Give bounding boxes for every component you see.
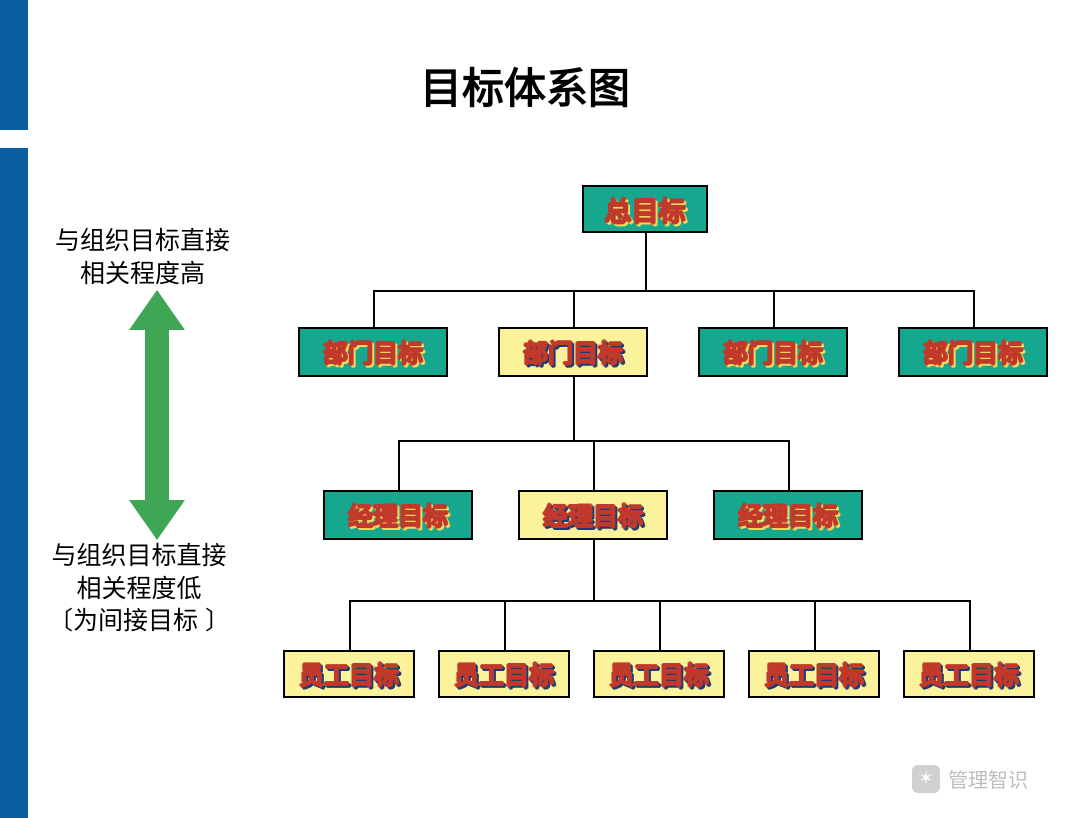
wechat-icon: ✶ bbox=[912, 765, 940, 793]
node-m1: 经理目标经理目标 bbox=[323, 490, 473, 540]
connector-v bbox=[349, 600, 351, 652]
node-d1: 部门目标部门目标 bbox=[298, 327, 448, 377]
connector-v bbox=[973, 290, 975, 329]
connector-v bbox=[573, 377, 575, 442]
page-title: 目标体系图 bbox=[420, 55, 630, 116]
sidebar-stripe-top bbox=[0, 0, 28, 130]
connector-v bbox=[593, 440, 595, 492]
sidebar-stripe-bottom bbox=[0, 148, 28, 818]
node-d4: 部门目标部门目标 bbox=[898, 327, 1048, 377]
connector-v bbox=[645, 233, 647, 292]
node-d3: 部门目标部门目标 bbox=[698, 327, 848, 377]
connector-v bbox=[788, 440, 790, 492]
connector-v bbox=[573, 290, 575, 329]
arrow-head-down bbox=[129, 500, 185, 540]
connector-v bbox=[969, 600, 971, 652]
connector-v bbox=[398, 440, 400, 492]
node-e4: 员工目标员工目标 bbox=[748, 650, 880, 698]
arrow-head-up bbox=[129, 290, 185, 330]
node-e1: 员工目标员工目标 bbox=[283, 650, 415, 698]
node-m2: 经理目标经理目标 bbox=[518, 490, 668, 540]
arrow-shaft bbox=[145, 330, 169, 500]
connector-v bbox=[593, 540, 595, 602]
watermark-text: 管理智识 bbox=[948, 764, 1028, 793]
node-m3: 经理目标经理目标 bbox=[713, 490, 863, 540]
node-d2: 部门目标部门目标 bbox=[498, 327, 648, 377]
node-e2: 员工目标员工目标 bbox=[438, 650, 570, 698]
watermark: ✶ 管理智识 bbox=[912, 764, 1028, 793]
node-e3: 员工目标员工目标 bbox=[593, 650, 725, 698]
node-root: 总目标总目标 bbox=[582, 185, 708, 233]
connector-v bbox=[373, 290, 375, 329]
node-e5: 员工目标员工目标 bbox=[903, 650, 1035, 698]
connector-v bbox=[814, 600, 816, 652]
connector-v bbox=[504, 600, 506, 652]
side-label-bottom: 与组织目标直接 相关程度低 〔为间接目标 〕 bbox=[48, 540, 230, 638]
connector-v bbox=[659, 600, 661, 652]
connector-v bbox=[773, 290, 775, 329]
connector-h bbox=[373, 290, 975, 292]
side-label-top: 与组织目标直接 相关程度高 bbox=[55, 225, 230, 290]
